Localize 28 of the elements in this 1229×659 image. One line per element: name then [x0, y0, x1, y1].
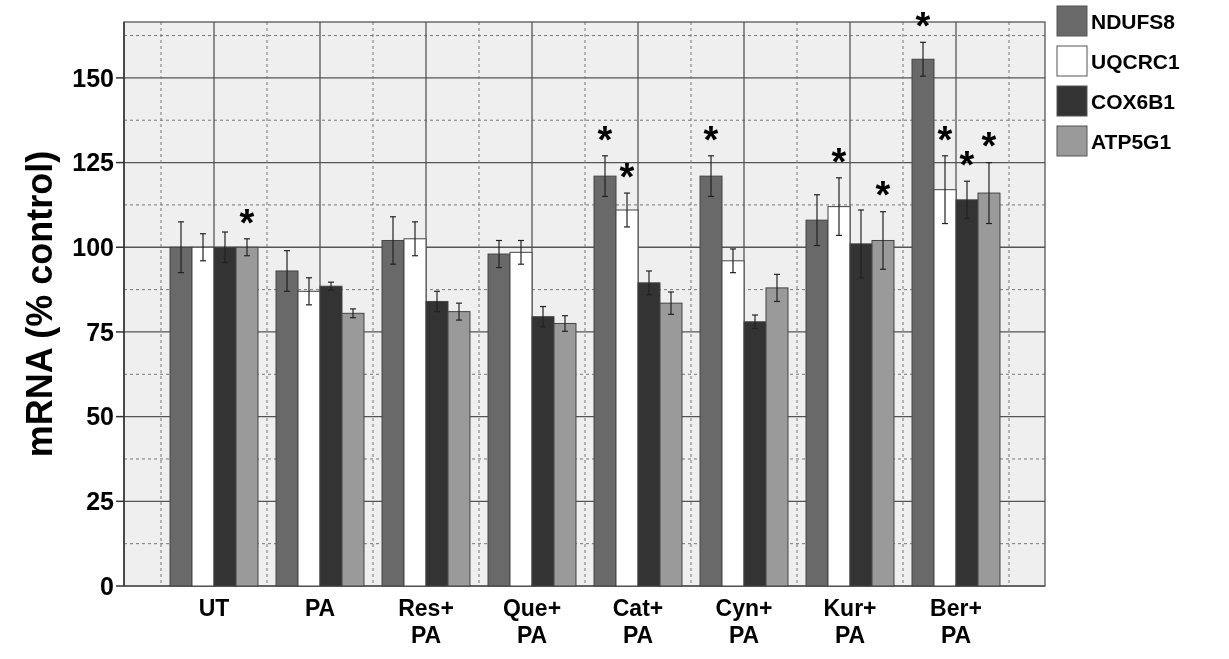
legend-label: COX6B1 — [1091, 90, 1176, 114]
legend-label: ATP5G1 — [1091, 130, 1172, 154]
y-tick-label: 125 — [72, 148, 115, 177]
x-tick-label: Kur+ PA — [823, 595, 877, 648]
x-tick-label: Que+ PA — [502, 595, 562, 648]
legend-label: UQCRC1 — [1091, 50, 1180, 74]
data-label: * — [981, 125, 997, 168]
data-label: * — [915, 5, 931, 48]
data-label: * — [239, 201, 255, 244]
x-tick-label: Res+ PA — [398, 595, 454, 648]
y-tick-label: 150 — [72, 63, 114, 92]
y-tick-label: 0 — [100, 571, 114, 600]
data-label: * — [703, 118, 719, 161]
x-tick-label: UT — [198, 595, 230, 621]
y-tick-label: 100 — [72, 233, 114, 262]
y-axis-title: mRNA (% control) — [19, 150, 60, 458]
y-tick-label: 25 — [86, 487, 115, 516]
y-tick-label: 50 — [86, 402, 114, 431]
data-label: * — [937, 118, 953, 161]
data-label: * — [597, 118, 613, 161]
x-tick-label: PA — [304, 595, 336, 621]
data-label: * — [875, 174, 891, 217]
legend-label: NDUFS8 — [1091, 10, 1176, 34]
x-tick-label: Cat+ PA — [612, 595, 664, 648]
data-label: * — [619, 155, 635, 198]
x-tick-label: Cyn+ PA — [715, 595, 773, 648]
x-tick-label: Ber+ PA — [930, 595, 982, 648]
y-tick-label: 75 — [86, 317, 115, 346]
